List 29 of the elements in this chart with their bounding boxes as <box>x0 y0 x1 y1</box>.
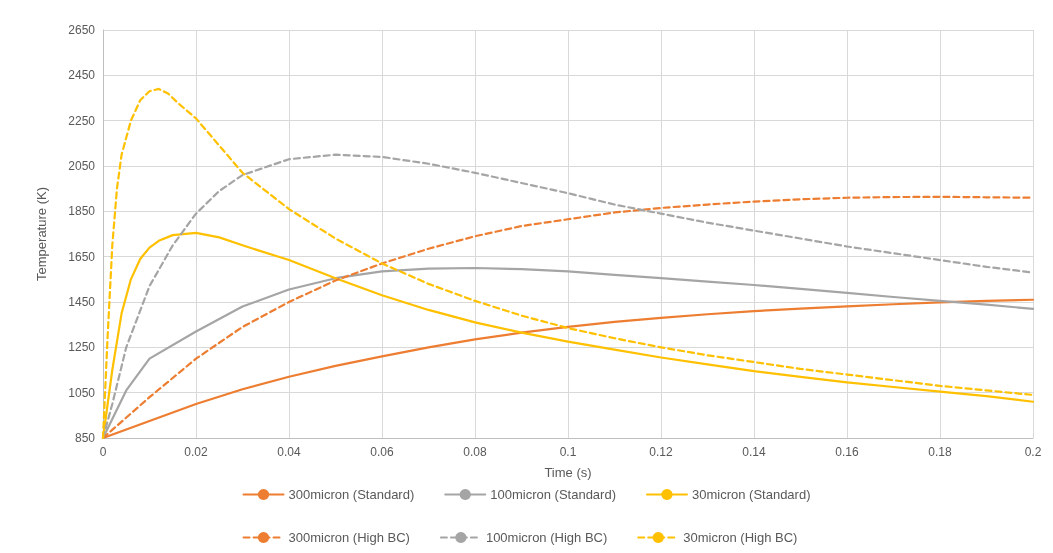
x-tick-label: 0 <box>99 445 107 459</box>
x-tick-label: 0.12 <box>649 445 673 459</box>
y-tick-label: 850 <box>74 431 96 445</box>
legend-label: 300micron (High BC) <box>288 530 410 545</box>
y-tick-label: 1050 <box>68 385 96 400</box>
x-tick-label: 0.1 <box>559 445 577 459</box>
y-tick-label: 1850 <box>68 204 96 219</box>
legend-label: 30micron (High BC) <box>683 530 798 545</box>
x-tick-label: 0.04 <box>277 445 301 459</box>
x-tick-label: 0.16 <box>835 445 859 459</box>
y-tick-label: 2450 <box>68 68 96 83</box>
y-tick-label: 2250 <box>68 113 96 128</box>
x-tick-label: 0.18 <box>928 445 952 459</box>
y-tick-label: 1450 <box>68 295 96 309</box>
legend-label: 100micron (Standard) <box>490 487 616 502</box>
x-tick-label: 0.14 <box>742 445 766 459</box>
y-axis-title: Temperature (K) <box>34 187 49 281</box>
x-tick-label: 0.08 <box>463 445 487 459</box>
x-tick-label: 0.2 <box>1024 445 1042 459</box>
legend-label: 30micron (Standard) <box>691 487 811 502</box>
x-tick-label: 0.06 <box>370 445 394 459</box>
y-tick-label: 2050 <box>68 159 96 173</box>
y-tick-label: 2650 <box>68 23 96 37</box>
legend-label: 100micron (High BC) <box>485 530 608 545</box>
legend-label: 300micron (Standard) <box>288 487 415 502</box>
y-tick-label: 1250 <box>68 340 96 355</box>
x-tick-label: 0.02 <box>184 445 208 459</box>
x-axis-title: Time (s) <box>544 465 592 480</box>
y-tick-label: 1650 <box>68 249 96 264</box>
